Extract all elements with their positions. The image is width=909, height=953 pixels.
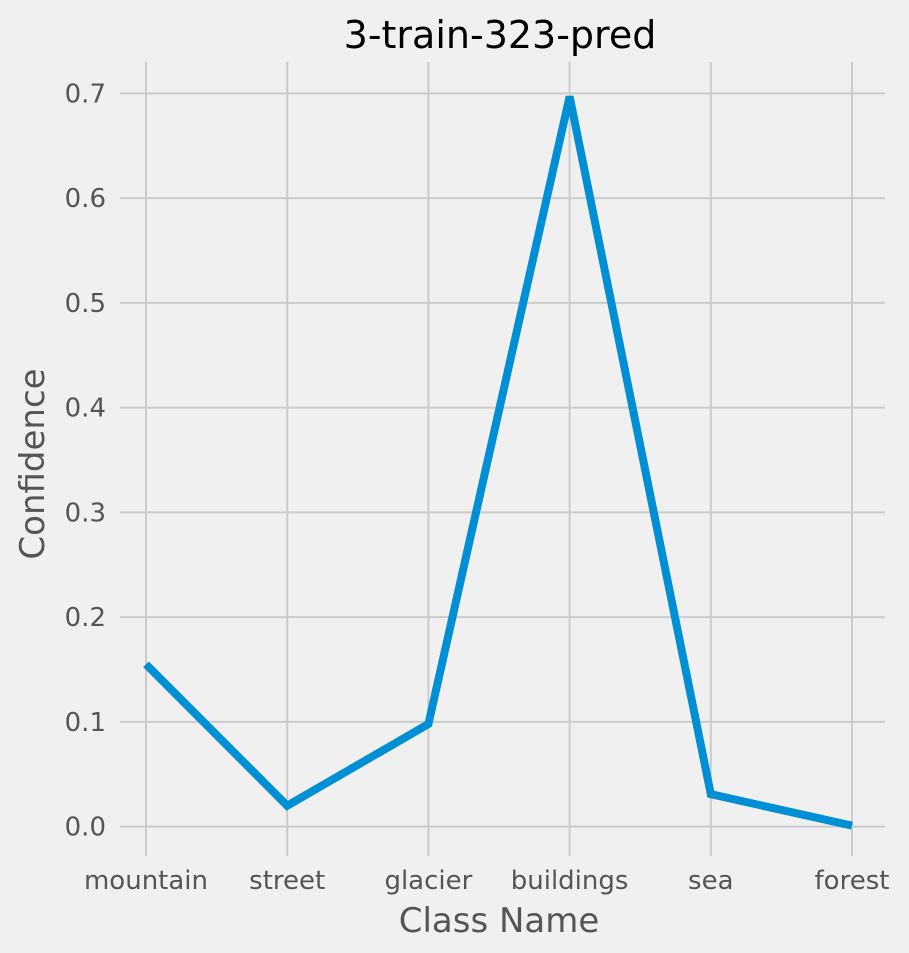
y-tick-label: 0.4 bbox=[65, 394, 106, 424]
y-tick-labels: 0.0 0.1 0.2 0.3 0.4 0.5 0.6 0.7 bbox=[65, 79, 106, 842]
chart-title: 3-train-323-pred bbox=[344, 13, 657, 57]
y-tick-label: 0.6 bbox=[65, 184, 106, 214]
vertical-gridlines bbox=[145, 62, 853, 856]
x-tick-label-glacier: glacier bbox=[384, 866, 472, 896]
y-tick-label: 0.5 bbox=[65, 289, 106, 319]
y-tick-label: 0.0 bbox=[65, 813, 106, 843]
x-tick-label-sea: sea bbox=[688, 866, 733, 896]
y-tick-label: 0.7 bbox=[65, 79, 106, 109]
y-tick-label: 0.2 bbox=[65, 603, 106, 633]
x-axis-label: Class Name bbox=[399, 901, 600, 941]
x-tick-labels: mountain street glacier buildings sea forest bbox=[84, 866, 889, 896]
y-tick-label: 0.3 bbox=[65, 498, 106, 528]
series-layer bbox=[143, 95, 853, 830]
y-axis-label: Confidence bbox=[13, 368, 53, 559]
series-line-0 bbox=[143, 95, 853, 830]
x-tick-label-mountain: mountain bbox=[84, 866, 208, 896]
x-tick-label-forest: forest bbox=[815, 866, 890, 896]
y-tick-label: 0.1 bbox=[65, 708, 106, 738]
x-tick-label-street: street bbox=[249, 866, 325, 896]
x-tick-label-buildings: buildings bbox=[511, 866, 629, 896]
